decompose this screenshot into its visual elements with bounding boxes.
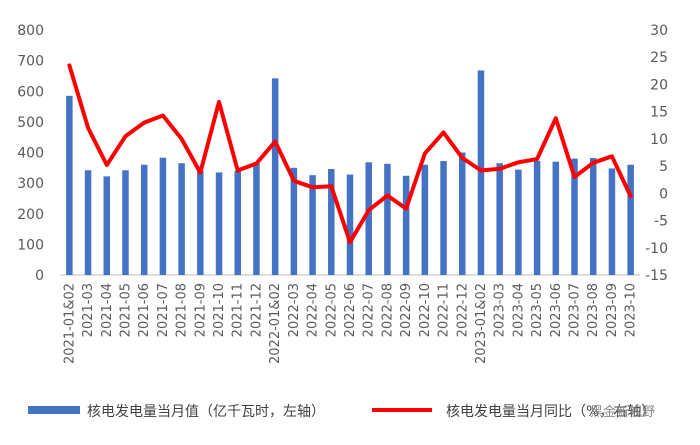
bar: [402, 175, 410, 275]
bar: [552, 161, 560, 275]
right-axis-ticks: -15 -10 -5 0 5 10 15 20 25 30: [645, 23, 668, 284]
x-axis-ticks: 2021-01&02 2021-03 2021-04 2021-05 2021-06 20…: [62, 283, 638, 364]
bar: [122, 170, 129, 275]
bar: [533, 160, 541, 275]
bar: [608, 168, 616, 275]
right-tick-label: 20: [650, 77, 668, 93]
x-tick-label: 2022-10: [418, 283, 433, 337]
x-tick-label: 2021-12: [249, 283, 264, 337]
left-tick-label: 500: [17, 115, 44, 131]
x-tick-label: 2022-06: [343, 283, 358, 337]
bar: [197, 170, 204, 275]
x-tick-label: 2021-10: [212, 283, 227, 337]
bar: [589, 158, 597, 275]
bar-series: [66, 70, 634, 275]
x-tick-label: 2023-10: [624, 283, 639, 337]
x-tick-label: 2023-05: [530, 283, 545, 337]
x-tick-label: 2021-09: [193, 283, 208, 337]
right-tick-label: 0: [659, 186, 668, 202]
left-tick-label: 0: [35, 268, 44, 284]
bar: [178, 163, 185, 275]
x-tick-label: 2022-04: [306, 283, 321, 337]
x-tick-label: 2023-09: [605, 283, 620, 337]
left-tick-label: 600: [17, 84, 44, 100]
bar: [234, 170, 241, 275]
bar: [477, 70, 485, 275]
x-tick-label: 2023-06: [549, 283, 564, 337]
bar: [215, 172, 223, 275]
x-tick-label: 2022-11: [437, 283, 452, 337]
bar: [253, 162, 260, 275]
x-tick-label: 2021-03: [81, 283, 96, 337]
right-tick-label: 5: [659, 159, 668, 175]
x-tick-label: 2021-05: [118, 283, 133, 337]
x-tick-label: 2023-04: [511, 283, 526, 337]
x-tick-label: 2022-12: [455, 283, 470, 337]
bar: [421, 164, 429, 275]
x-tick-label: 2022-05: [324, 283, 339, 337]
left-tick-label: 100: [17, 237, 44, 253]
left-tick-label: 300: [17, 176, 44, 192]
right-tick-label: 30: [650, 23, 668, 39]
x-tick-label: 2021-07: [156, 283, 171, 337]
left-axis-ticks: 0 100 200 300 400 500 600 700 800: [17, 23, 44, 284]
bar: [271, 78, 279, 275]
bar: [459, 152, 466, 275]
x-tick-label: 2023-01&02: [474, 283, 489, 364]
legend-swatch-bar: [28, 406, 80, 414]
watermark-text: 黑金新视野: [590, 404, 655, 420]
bar: [496, 163, 503, 275]
x-tick-label: 2021-08: [175, 283, 190, 337]
left-tick-label: 400: [17, 146, 44, 162]
legend-label-line: 核电发电量当月同比（%，右轴）: [446, 404, 655, 420]
right-tick-label: 15: [650, 105, 668, 121]
bar: [66, 95, 73, 275]
legend: 核电发电量当月值（亿千瓦时，左轴） 核电发电量当月同比（%，右轴）: [28, 404, 655, 420]
x-tick-label: 2022-08: [380, 283, 395, 337]
bar: [440, 161, 447, 275]
bar: [627, 164, 634, 275]
x-tick-label: 2021-06: [137, 283, 152, 337]
bar: [328, 169, 335, 275]
bar: [103, 176, 111, 275]
x-tick-label: 2021-04: [100, 283, 115, 337]
right-tick-label: -10: [645, 241, 668, 257]
right-tick-label: 25: [650, 50, 668, 66]
left-tick-label: 200: [17, 207, 44, 223]
right-tick-label: -5: [654, 214, 668, 230]
x-tick-label: 2022-03: [287, 283, 302, 337]
x-tick-label: 2022-07: [362, 283, 377, 337]
legend-label-bar: 核电发电量当月值（亿千瓦时，左轴）: [87, 404, 325, 420]
x-tick-label: 2021-01&02: [62, 283, 77, 364]
bar: [84, 170, 92, 275]
bar: [365, 162, 372, 275]
x-tick-label: 2023-07: [568, 283, 583, 337]
bar: [384, 163, 391, 275]
left-tick-label: 700: [17, 54, 44, 70]
x-tick-label: 2022-01&02: [268, 283, 283, 364]
bar: [346, 174, 354, 275]
right-tick-label: 10: [650, 132, 668, 148]
bar: [140, 164, 148, 275]
line-series: [67, 63, 633, 245]
bar: [309, 175, 316, 275]
x-tick-label: 2023-03: [493, 283, 508, 337]
left-tick-label: 800: [17, 23, 44, 39]
right-tick-label: -15: [645, 268, 668, 284]
bar: [159, 157, 167, 275]
bar: [571, 158, 578, 275]
x-tick-label: 2023-08: [586, 283, 601, 337]
x-tick-label: 2021-11: [231, 283, 246, 337]
bar: [290, 167, 298, 275]
bar: [515, 169, 522, 275]
x-tick-label: 2022-09: [399, 283, 414, 337]
